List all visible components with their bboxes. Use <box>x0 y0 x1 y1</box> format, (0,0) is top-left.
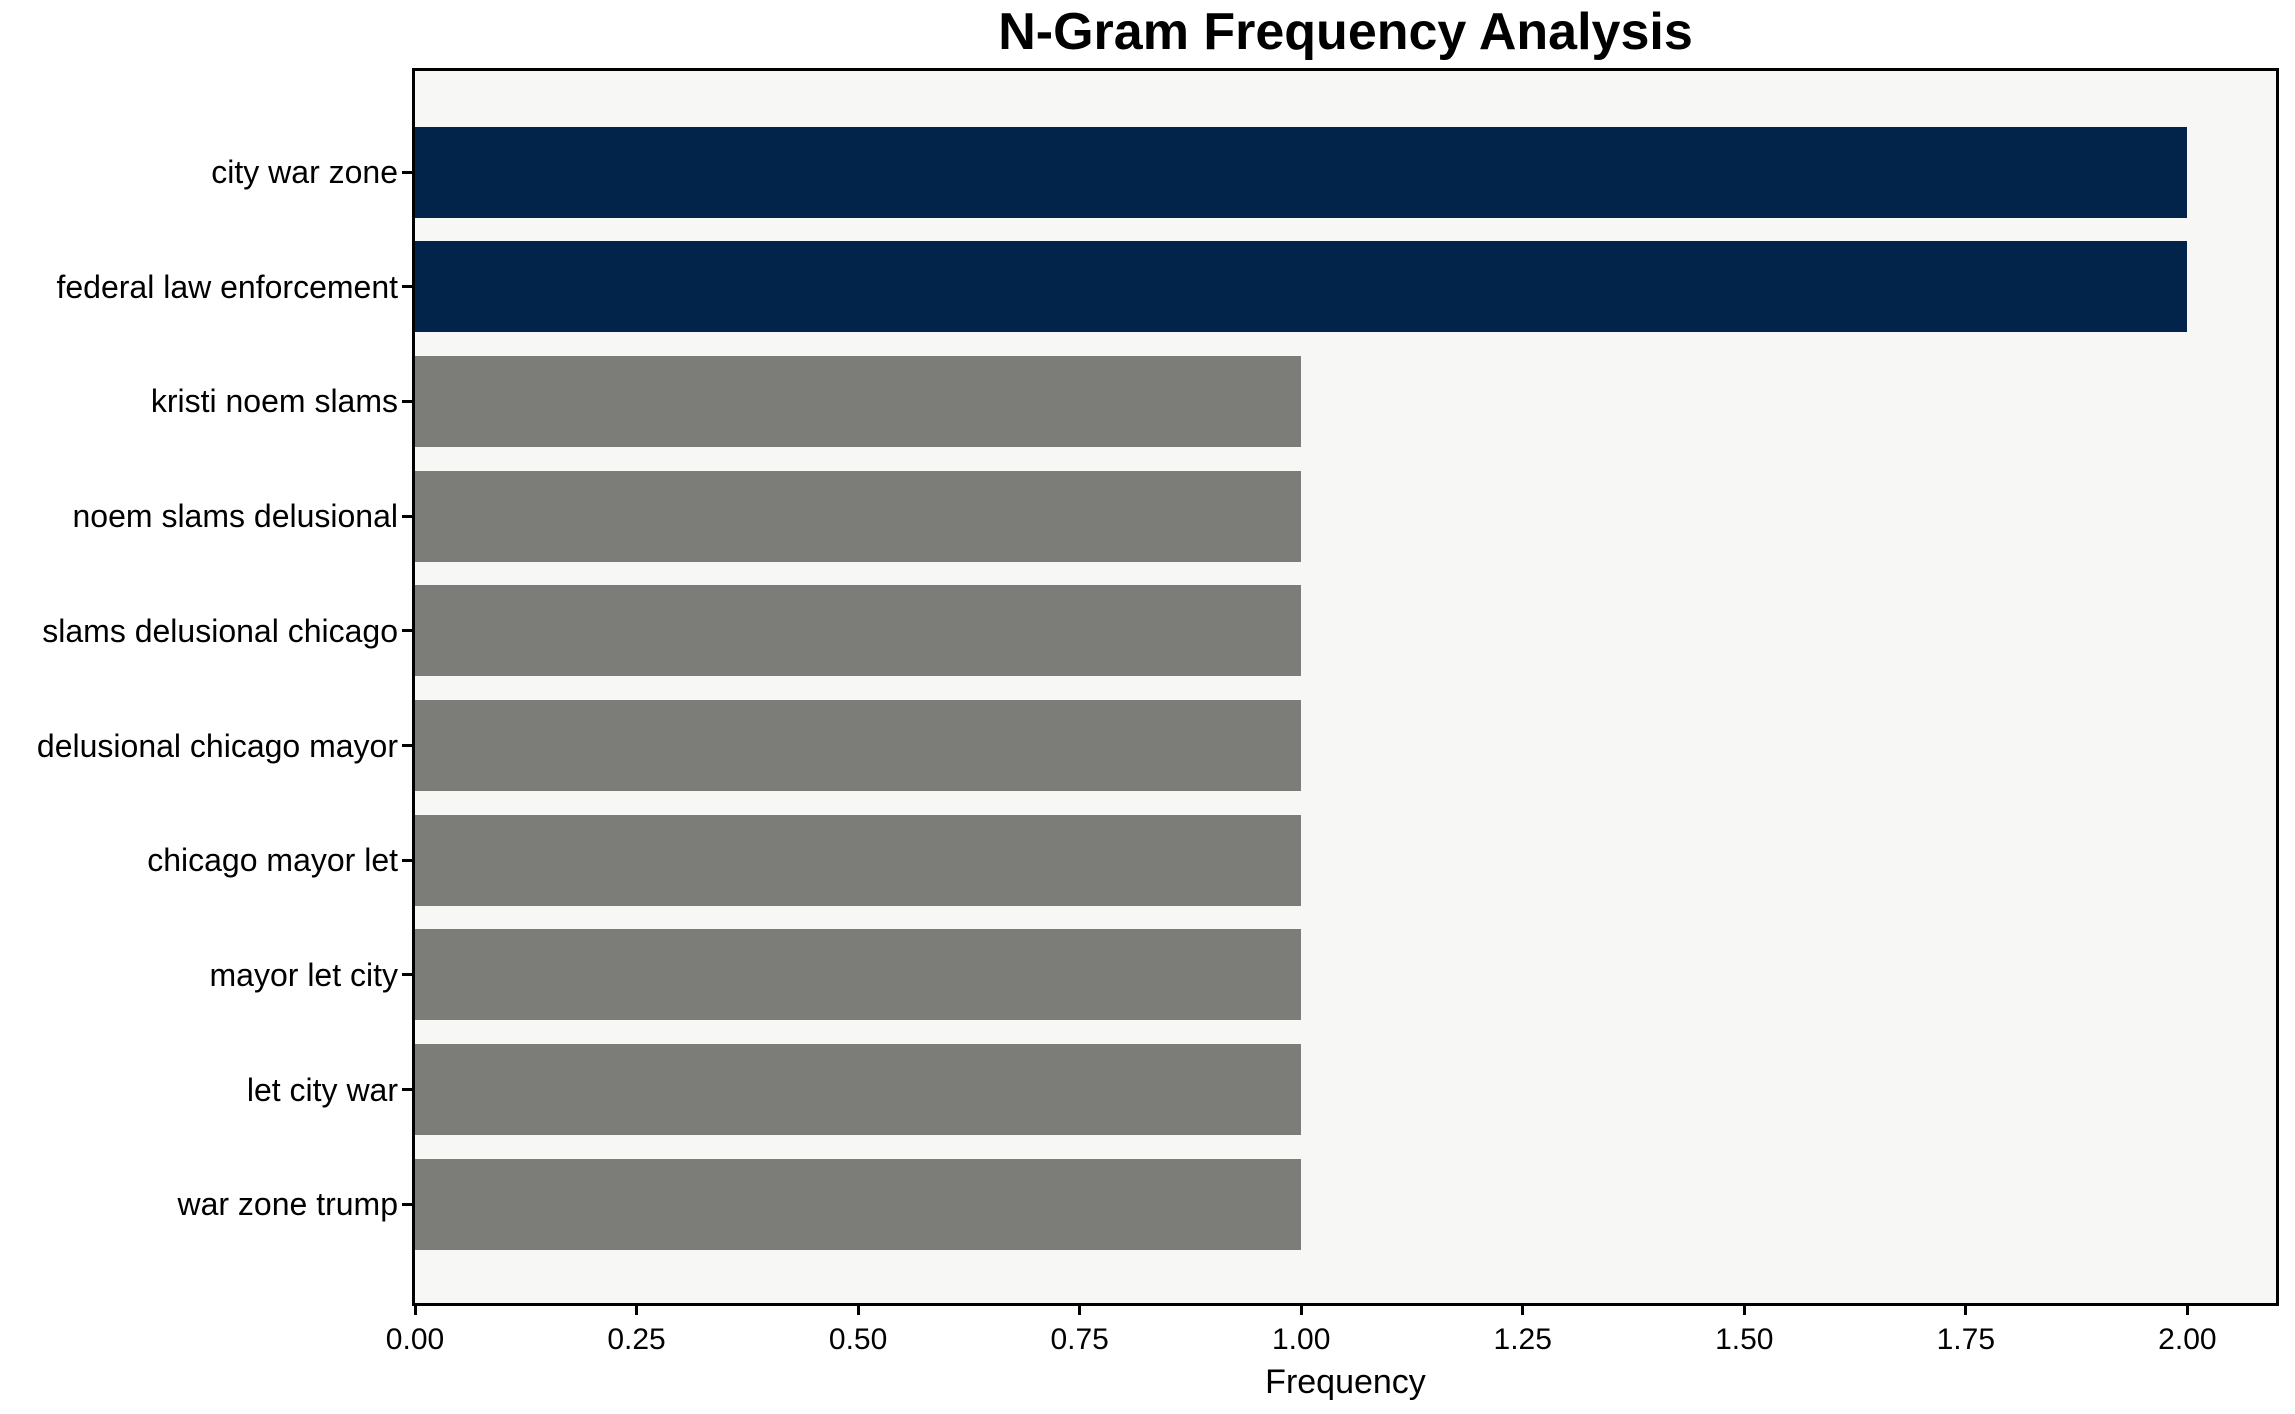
bar-delusional-chicago-mayor <box>415 700 1302 791</box>
bar-mayor-let-city <box>415 929 1302 1021</box>
bar-chicago-mayor-let <box>415 814 1302 906</box>
y-axis-tick <box>402 629 415 633</box>
x-axis-tick <box>856 1303 860 1315</box>
y-tick-label-city-war-zone: city war zone <box>211 154 398 190</box>
y-tick-label-noem-slams-delusional: noem slams delusional <box>72 498 399 535</box>
y-tick-label-let-city-war: let city war <box>246 1071 398 1108</box>
y-tick-label-slams-delusional-chicago: slams delusional chicago <box>42 612 398 649</box>
y-axis-tick <box>402 170 415 174</box>
x-tick-label-0.50: 0.50 <box>828 1323 888 1356</box>
x-tick-label-0.00: 0.00 <box>385 1323 445 1356</box>
x-tick-label-1.75: 1.75 <box>1936 1323 1996 1356</box>
x-axis-tick <box>1299 1303 1303 1315</box>
x-tick-label-0.75: 0.75 <box>1050 1323 1109 1356</box>
x-axis-tick <box>1078 1303 1082 1315</box>
x-axis-tick <box>1964 1303 1968 1315</box>
y-axis-tick <box>402 858 415 862</box>
y-axis-tick <box>402 514 415 518</box>
y-axis-tick <box>402 399 415 403</box>
y-tick-label-war-zone-trump: war zone trump <box>177 1186 398 1223</box>
bar-slams-delusional-chicago <box>415 585 1302 677</box>
x-axis-title: Frequency <box>1265 1363 1426 1401</box>
x-tick-label-2.00: 2.00 <box>2158 1323 2217 1356</box>
chart-title: N-Gram Frequency Analysis <box>998 3 1693 61</box>
y-tick-label-chicago-mayor-let: chicago mayor let <box>147 842 398 879</box>
bar-federal-law-enforcement <box>415 241 2188 333</box>
bar-city-war-zone <box>415 126 2188 218</box>
y-axis-tick <box>402 1088 415 1092</box>
x-axis-tick <box>1742 1303 1746 1315</box>
bar-noem-slams-delusional <box>415 470 1302 562</box>
bar-let-city-war <box>415 1044 1302 1136</box>
y-axis-tick <box>402 1202 415 1206</box>
y-tick-label-delusional-chicago-mayor: delusional chicago mayor <box>36 727 398 764</box>
x-tick-label-1.00: 1.00 <box>1271 1323 1331 1356</box>
x-tick-label-1.50: 1.50 <box>1715 1323 1774 1356</box>
x-axis-tick <box>2185 1303 2189 1315</box>
y-tick-label-mayor-let-city: mayor let city <box>209 956 398 993</box>
y-tick-label-federal-law-enforcement: federal law enforcement <box>56 268 398 305</box>
y-axis-tick <box>402 973 415 977</box>
x-axis-tick <box>635 1303 639 1315</box>
y-tick-label-kristi-noem-slams: kristi noem slams <box>150 383 398 420</box>
bar-war-zone-trump <box>415 1158 1302 1250</box>
x-tick-label-0.25: 0.25 <box>607 1323 666 1356</box>
y-axis-tick <box>402 285 415 289</box>
x-tick-label-1.25: 1.25 <box>1493 1323 1552 1356</box>
y-axis-tick <box>402 744 415 747</box>
bar-kristi-noem-slams <box>415 355 1302 447</box>
x-axis-tick <box>413 1303 417 1315</box>
x-axis-tick <box>1521 1303 1525 1315</box>
